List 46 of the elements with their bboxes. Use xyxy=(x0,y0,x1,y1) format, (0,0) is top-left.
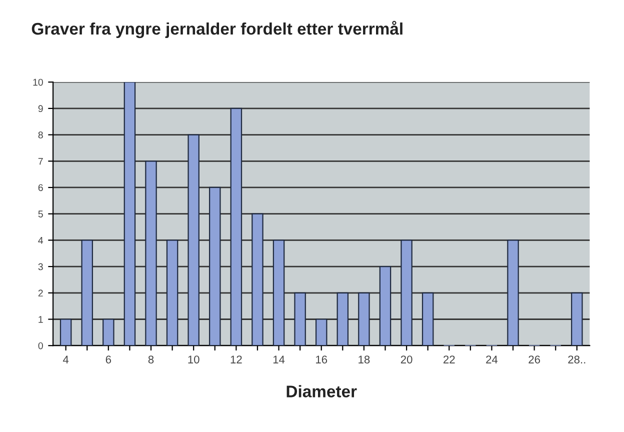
bar xyxy=(336,292,349,346)
bar xyxy=(145,160,157,346)
bar xyxy=(358,292,370,346)
bar xyxy=(422,292,434,346)
y-tick-label: 6 xyxy=(38,184,43,192)
y-tick-label: 0 xyxy=(38,342,43,350)
bar xyxy=(294,292,306,346)
bar xyxy=(379,266,392,346)
y-tick-label: 4 xyxy=(38,237,44,244)
x-tick-label: 8 xyxy=(148,356,154,364)
y-tick-label: 3 xyxy=(38,263,43,270)
y-tick-label: 7 xyxy=(38,158,43,165)
bar xyxy=(230,108,242,346)
bar xyxy=(81,240,93,346)
bar xyxy=(272,240,285,346)
x-tick-label: 28.. xyxy=(568,356,586,364)
bar xyxy=(252,213,264,346)
y-tick-label: 10 xyxy=(33,78,43,86)
bar xyxy=(166,240,178,346)
y-tick-label: 1 xyxy=(38,316,43,323)
x-tick-label: 10 xyxy=(188,356,200,364)
bar xyxy=(124,82,136,346)
bar xyxy=(209,186,221,346)
bar xyxy=(400,240,412,346)
x-tick-label: 12 xyxy=(230,356,242,364)
x-tick-label: 16 xyxy=(316,356,328,364)
bar xyxy=(60,318,72,346)
y-tick-label: 9 xyxy=(38,105,43,112)
x-tick-label: 22 xyxy=(444,356,455,364)
y-tick-label: 5 xyxy=(38,210,43,218)
bar xyxy=(188,134,200,346)
bar xyxy=(571,292,583,346)
chart-title: Graver fra yngre jernalder fordelt etter tverrmål xyxy=(32,20,402,38)
y-tick-label: 8 xyxy=(38,132,43,138)
x-tick-label: 6 xyxy=(106,356,112,364)
x-tick-label: 26 xyxy=(528,356,540,364)
x-tick-label: 4 xyxy=(62,356,69,364)
x-tick-label: 24 xyxy=(486,356,498,364)
x-tick-label: 20 xyxy=(400,356,412,364)
x-axis-title: Diameter xyxy=(286,385,357,398)
bar xyxy=(315,318,328,346)
x-tick-label: 18 xyxy=(358,356,370,364)
bar xyxy=(102,318,114,346)
x-tick-label: 14 xyxy=(273,356,285,364)
y-tick-label: 2 xyxy=(38,290,43,296)
bar xyxy=(507,240,519,346)
